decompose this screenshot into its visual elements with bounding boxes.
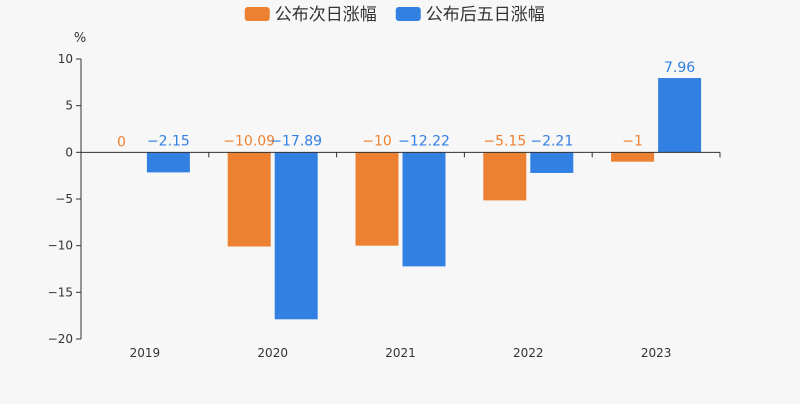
bar xyxy=(658,78,702,153)
legend-label: 公布次日涨幅 xyxy=(275,5,377,25)
data-label: −2.15 xyxy=(147,133,190,149)
y-tick-label: 10 xyxy=(58,52,73,66)
x-axis: 2019 2020 2021 2022 2023 xyxy=(80,151,721,360)
bar xyxy=(611,152,655,162)
y-tick-label: 0 xyxy=(65,145,73,159)
x-tick-label: 2021 xyxy=(385,346,416,360)
data-label: −10 xyxy=(362,133,392,149)
bar xyxy=(146,152,190,173)
x-tick-label: 2020 xyxy=(257,346,288,360)
bar xyxy=(483,152,527,201)
data-label: −2.21 xyxy=(530,133,573,149)
bar xyxy=(227,152,271,247)
y-axis-label: % xyxy=(74,31,86,46)
y-tick-label: −5 xyxy=(55,192,73,206)
data-label: −12.22 xyxy=(398,133,450,149)
x-tick-label: 2023 xyxy=(641,346,672,360)
data-label: 7.96 xyxy=(664,60,695,76)
bars: 0 −10.09 −10 −5.15 −1 −2.15 −17.89 −12.22 −2.21 7… xyxy=(117,60,702,320)
bar xyxy=(402,152,446,267)
legend: 公布次日涨幅 公布后五日涨幅 xyxy=(244,5,545,25)
data-label: −17.89 xyxy=(270,133,322,149)
data-label: −1 xyxy=(622,133,643,149)
legend-swatch xyxy=(395,7,421,21)
legend-label: 公布后五日涨幅 xyxy=(426,5,545,25)
y-tick-label: −20 xyxy=(48,332,73,346)
x-tick-label: 2019 xyxy=(130,346,161,360)
y-tick-label: −15 xyxy=(48,285,73,299)
y-axis: 10 5 0 −5 −10 −15 −20 xyxy=(48,52,82,346)
y-tick-label: −10 xyxy=(48,239,73,253)
bar xyxy=(355,152,399,246)
data-label: 0 xyxy=(117,134,126,150)
y-tick-label: 5 xyxy=(65,99,73,113)
bar xyxy=(274,152,318,320)
data-label: −10.09 xyxy=(223,133,275,149)
x-tick-label: 2022 xyxy=(513,346,544,360)
legend-swatch xyxy=(244,7,270,21)
data-label: −5.15 xyxy=(483,133,526,149)
bar xyxy=(530,152,574,173)
